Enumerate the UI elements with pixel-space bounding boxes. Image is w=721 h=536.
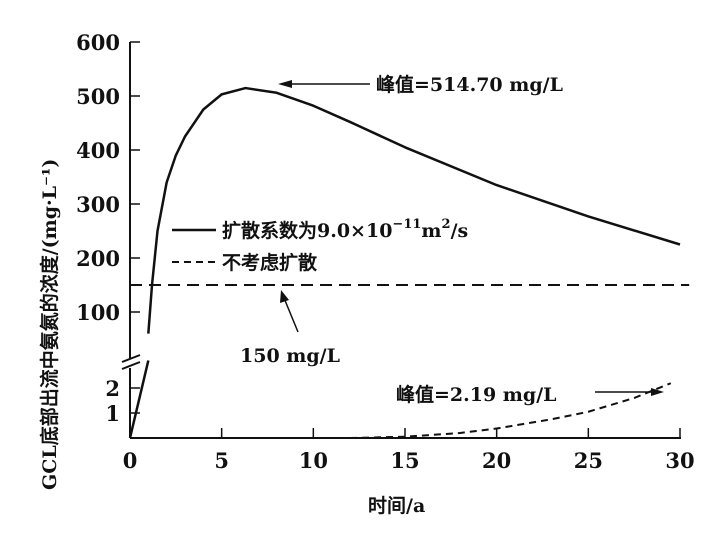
threshold-label: 150 mg/L: [240, 345, 340, 367]
peak-label: 峰值=514.70 mg/L: [376, 73, 563, 96]
x-tick-label: 0: [123, 448, 138, 473]
y-tick-label: 300: [76, 192, 120, 217]
legend: 扩散系数为9.0×10−11m2/s 不考虑扩散: [172, 217, 468, 274]
series-no-diffusion-lower-line: [349, 382, 672, 439]
y-tick-label: 600: [76, 30, 120, 55]
y-tick-label: 100: [76, 300, 120, 325]
arrow-line: [283, 297, 299, 333]
x-tick-label: 25: [574, 448, 603, 473]
annotation-threshold: 150 mg/L: [240, 290, 340, 367]
x-tick-label: 30: [665, 448, 694, 473]
axis-break-mark: [121, 361, 141, 370]
x-tick-label: 15: [390, 448, 419, 473]
x-tick-label: 20: [482, 448, 511, 473]
y-tick-label: 2: [105, 376, 120, 401]
annotation-peak-diffusion: 峰值=514.70 mg/L: [278, 73, 563, 96]
annotation-peak-no-diffusion: 峰值=2.19 mg/L: [396, 383, 664, 406]
peak-label: 峰值=2.19 mg/L: [396, 383, 557, 406]
axis-break-mark: [121, 354, 141, 363]
x-tick-label: 10: [299, 448, 328, 473]
ticks: 0 5 10 15 20 25 30 100 200 300 400 500 600 12: [76, 30, 694, 473]
series-diffusion-upper-line: [147, 86, 681, 334]
y-axis-label: GCL底部出流中氨氮的浓度/(mg·L⁻¹): [38, 159, 61, 490]
axes: [121, 42, 681, 439]
series-diffusion-lower-line: [128, 360, 150, 439]
arrow-head: [651, 388, 664, 396]
legend-dashed-label: 不考虑扩散: [222, 251, 317, 274]
series: [128, 86, 690, 439]
y-tick-label: 500: [76, 84, 120, 109]
x-axis-label: 时间/a: [368, 495, 425, 517]
x-tick-label: 5: [214, 448, 229, 473]
arrow-head: [280, 290, 289, 303]
y-tick-label: 1: [105, 401, 120, 426]
y-tick-label: 200: [76, 246, 120, 271]
arrow-head: [278, 80, 292, 88]
y-tick-label: 400: [76, 138, 120, 163]
legend-solid-label: 扩散系数为9.0×10−11m2/s: [222, 217, 468, 242]
